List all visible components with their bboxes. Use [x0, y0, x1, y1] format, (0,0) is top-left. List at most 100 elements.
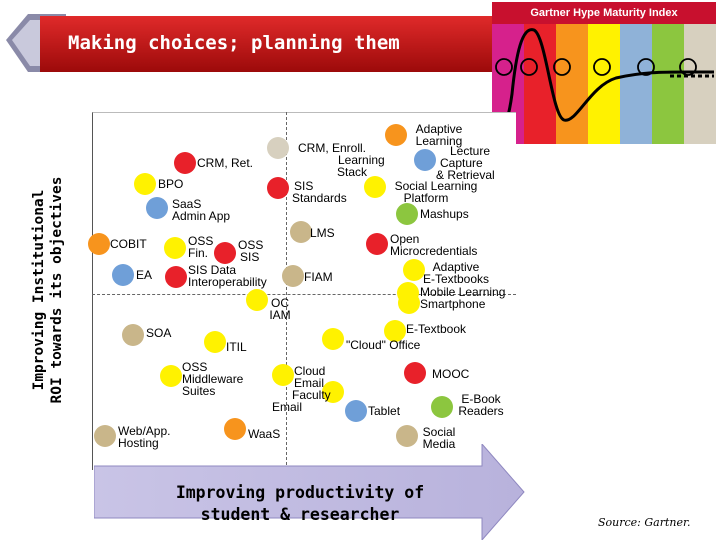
- y-axis-panel: [14, 108, 84, 472]
- label-oss-middleware: OSS Middleware Suites: [182, 361, 243, 397]
- dot-fiam: [282, 265, 304, 287]
- label-cloud-email-2: Email: [294, 376, 325, 390]
- label-adaptive-learning-1: Adaptive: [415, 122, 463, 136]
- label-crm-enroll-3: Stack: [336, 165, 367, 179]
- label-oc-iam-1: OC: [271, 296, 289, 310]
- label-oc-iam: OC IAM: [262, 297, 298, 321]
- label-crm-enroll: CRM, Enroll. Learning Stack: [290, 141, 385, 179]
- label-social-learning-2: Platform: [403, 191, 449, 205]
- label-itil: ITIL: [226, 340, 247, 354]
- dot-oss-middleware: [160, 365, 182, 387]
- dot-faculty-email: [322, 381, 344, 403]
- label-ebook-2: Readers: [458, 404, 504, 418]
- hype-circle-6: [679, 58, 697, 76]
- label-social-media-2: Media: [422, 437, 456, 451]
- label-oc-iam-2: IAM: [269, 308, 291, 322]
- dot-mashups: [396, 203, 418, 225]
- label-sis-data-2: Interoperability: [188, 275, 267, 289]
- label-oss-mw-3: Suites: [182, 384, 216, 398]
- dot-bpo: [134, 173, 156, 195]
- label-adaptive-etextbooks: Adaptive E-Textbooks: [420, 261, 492, 285]
- dot-saas-admin: [146, 197, 168, 219]
- label-crm-ret: CRM, Ret.: [197, 156, 254, 170]
- dot-soa: [122, 324, 144, 346]
- label-lms: LMS: [310, 226, 335, 240]
- label-crm-enroll-2: Learning: [338, 153, 385, 167]
- x-axis-label-line2: student & researcher: [200, 505, 400, 524]
- x-axis-label: Improving productivity of student & rese…: [130, 482, 470, 526]
- label-saas-admin-2: Admin App: [172, 209, 231, 223]
- hype-circle-2: [520, 58, 538, 76]
- label-web-hosting-1: Web/App.: [118, 424, 171, 438]
- banner-bar: [40, 16, 492, 72]
- label-bpo: BPO: [158, 177, 184, 191]
- label-mobile-learning: Mobile Learning: [420, 285, 506, 299]
- y-axis-label: Improving Institutional ROI towards its …: [30, 177, 66, 404]
- dot-ea: [112, 264, 134, 286]
- label-e-textbook: E-Textbook: [406, 322, 467, 336]
- label-lecture-2: Capture: [440, 156, 483, 170]
- label-lecture-3: & Retrieval: [436, 168, 495, 182]
- dot-lms: [290, 221, 312, 243]
- label-ebook-1: E-Book: [461, 392, 501, 406]
- label-sis-standards: SIS Standards: [292, 180, 347, 204]
- dot-lecture-capture: [414, 149, 436, 171]
- dot-adaptive-learning: [385, 124, 407, 146]
- label-cloud-email: Cloud Email: [294, 365, 325, 389]
- title-banner: [6, 14, 492, 72]
- hype-curve-line: [493, 28, 714, 140]
- dot-social-learning: [364, 176, 386, 198]
- label-crm-enroll-1: CRM, Enroll.: [297, 141, 366, 155]
- label-oss-mw-2: Middleware: [182, 372, 244, 386]
- label-oss-fin-2: Fin.: [188, 246, 209, 260]
- label-open-micro-1: Open: [390, 232, 420, 246]
- label-sis-standards-2: Standards: [292, 191, 347, 205]
- label-soa: SOA: [146, 326, 172, 340]
- label-sis-data-1: SIS Data: [188, 263, 237, 277]
- dot-sis-data: [165, 266, 187, 288]
- label-social-media: Social Media: [416, 426, 462, 450]
- hype-strip-tan: [684, 24, 716, 144]
- label-ebook-readers: E-Book Readers: [454, 393, 508, 417]
- quadrant-divider-vertical: [286, 112, 287, 470]
- x-axis-arrow: [94, 444, 525, 540]
- dot-oss-fin: [164, 237, 186, 259]
- hype-strip-orange: [556, 24, 588, 144]
- hype-curve-chart: [493, 28, 714, 140]
- dot-crm-ret: [174, 152, 196, 174]
- label-mashups: Mashups: [420, 207, 469, 221]
- hype-circle-1: [495, 58, 513, 76]
- hype-circle-4: [593, 58, 611, 76]
- quadrant-divider-horizontal: [92, 294, 516, 295]
- label-cloud-email-1: Cloud: [294, 364, 326, 378]
- hype-strip-blue: [620, 24, 652, 144]
- source-note: Source: Gartner.: [598, 516, 691, 529]
- dot-smartphone: [398, 292, 420, 314]
- label-lecture-1: Lecture: [450, 144, 491, 158]
- dot-tablet: [345, 400, 367, 422]
- label-open-micro-2: Microcredentials: [390, 244, 478, 258]
- label-lecture-capture: Lecture Capture & Retrieval: [436, 145, 495, 181]
- hype-color-strips: [492, 24, 716, 144]
- label-smartphone: Smartphone: [420, 297, 486, 311]
- dot-social-media: [396, 425, 418, 447]
- label-waas: WaaS: [248, 427, 281, 441]
- x-axis-arrow-shape: [94, 444, 525, 540]
- label-adaptive-etext-1: Adaptive: [432, 260, 480, 274]
- dot-itil: [204, 331, 226, 353]
- label-faculty-email-2: Email: [272, 400, 303, 414]
- dot-adaptive-etextbooks: [403, 259, 425, 281]
- label-ea: EA: [136, 268, 153, 282]
- label-faculty-email-1: Faculty: [292, 388, 331, 402]
- label-oss-sis-2: SIS: [240, 250, 260, 264]
- label-oss-mw-1: OSS: [182, 360, 208, 374]
- dot-oc-iam: [246, 289, 268, 311]
- label-sis-data: SIS Data Interoperability: [188, 264, 267, 288]
- label-social-learning-1: Social Learning: [394, 179, 478, 193]
- label-tablet: Tablet: [368, 404, 401, 418]
- label-sis-standards-1: SIS: [294, 179, 314, 193]
- hype-circle-5: [637, 58, 655, 76]
- label-web-hosting-2: Hosting: [118, 436, 159, 450]
- label-oss-fin-1: OSS: [188, 234, 214, 248]
- banner-fold-highlight: [12, 20, 46, 66]
